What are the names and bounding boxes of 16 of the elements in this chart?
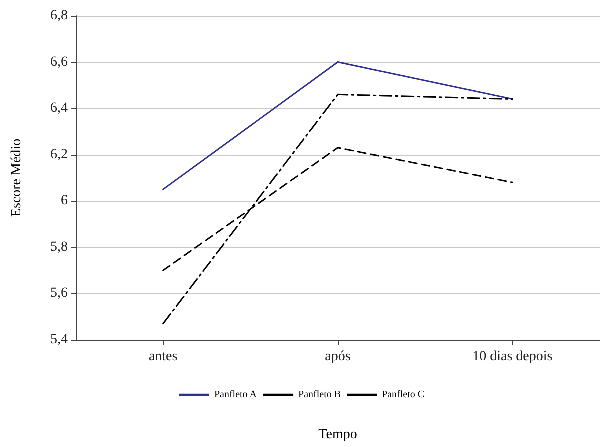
y-tick-label: 5,4 <box>50 332 68 348</box>
x-tick-label: 10 dias depois <box>472 350 553 364</box>
legend-label: Panfleto C <box>382 390 425 400</box>
y-tick-label: 6,8 <box>50 8 68 24</box>
legend-label: Panfleto A <box>214 390 258 400</box>
x-tick-label: antes <box>148 350 178 364</box>
y-tick-label: 6 <box>61 194 68 209</box>
y-tick-label: 5,6 <box>50 286 68 302</box>
y-axis-title: Escore Médio <box>10 138 24 218</box>
y-tick-label: 5,8 <box>50 240 68 255</box>
x-axis-title: Tempo <box>318 428 358 442</box>
x-tick-label: após <box>325 350 351 364</box>
y-tick-label: 6,6 <box>50 54 68 70</box>
y-tick-label: 6,2 <box>50 147 68 162</box>
legend-label: Panfleto B <box>298 390 342 400</box>
y-tick-label: 6,4 <box>50 101 68 116</box>
